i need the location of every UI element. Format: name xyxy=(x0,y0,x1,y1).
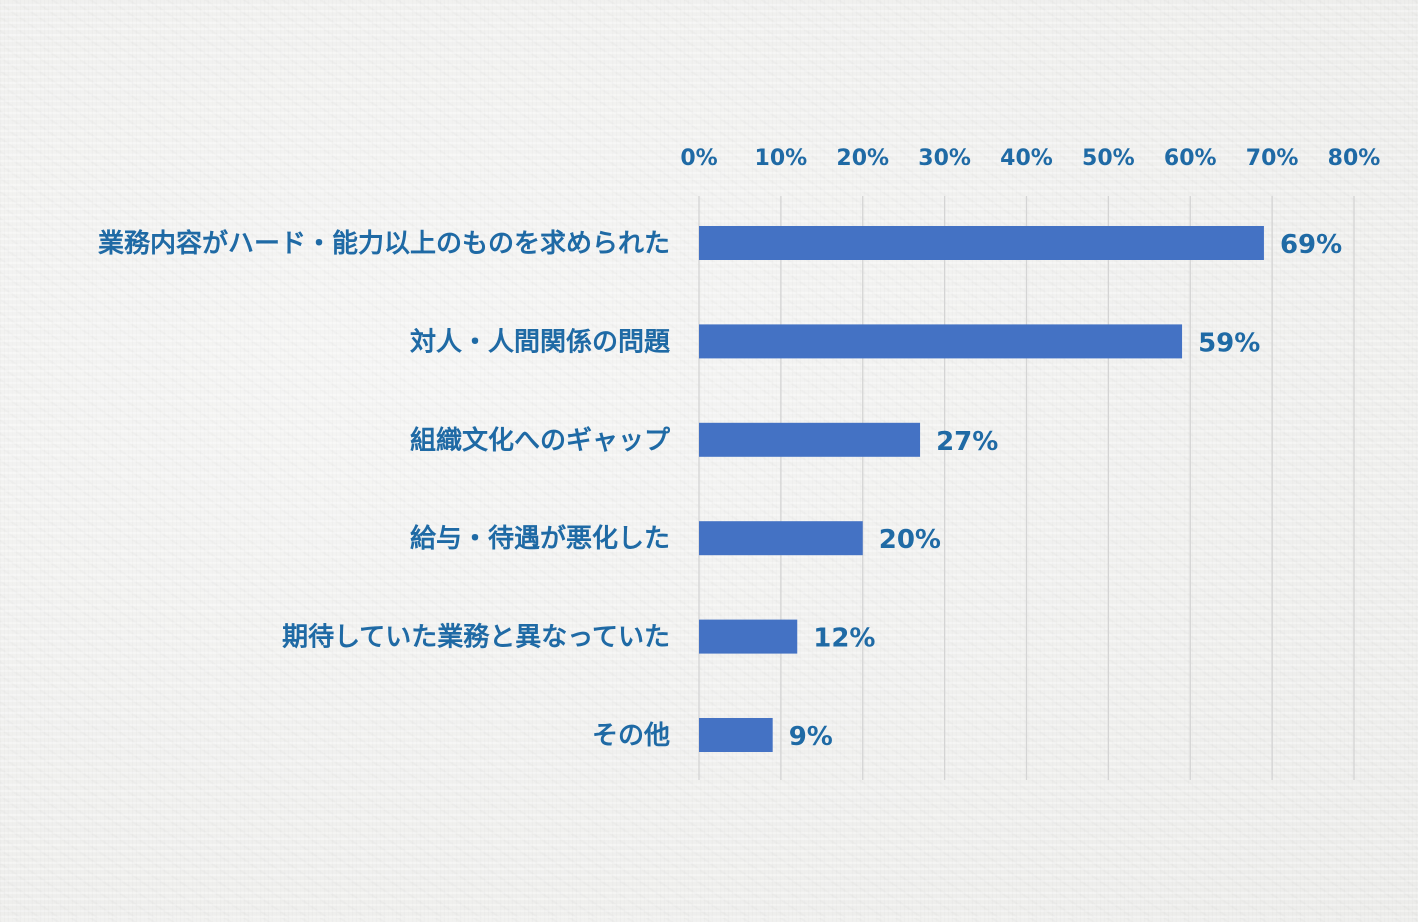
data-label: 12% xyxy=(813,624,875,654)
category-label: 組織文化へのギャップ xyxy=(410,425,671,456)
x-tick-label: 10% xyxy=(755,146,808,171)
bar-2 xyxy=(699,422,921,457)
bar-4 xyxy=(699,619,798,654)
x-tick-label: 60% xyxy=(1164,146,1217,171)
x-tick-label: 80% xyxy=(1328,146,1381,171)
x-tick-label: 20% xyxy=(836,146,889,171)
category-label: その他 xyxy=(592,721,670,751)
data-label: 27% xyxy=(936,427,998,457)
data-label: 59% xyxy=(1198,328,1260,358)
bar-0 xyxy=(699,226,1264,260)
x-tick-label: 30% xyxy=(918,146,971,171)
x-tick-label: 50% xyxy=(1082,146,1135,171)
category-labels: 業務内容がハード・能力以上のものを求められた対人・人間関係の問題組織文化へのギャ… xyxy=(98,228,671,751)
x-tick-label: 40% xyxy=(1000,146,1053,171)
data-label: 9% xyxy=(789,722,833,752)
category-label: 期待していた業務と異なっていた xyxy=(282,623,670,653)
x-tick-label: 70% xyxy=(1246,146,1299,171)
category-label: 対人・人間関係の問題 xyxy=(410,327,671,357)
bar-5 xyxy=(699,718,773,752)
bars xyxy=(699,226,1264,752)
x-axis-ticks: 0% 10% 20% 30% 40% 50% 60% 70% 80% xyxy=(680,146,1380,171)
bar-3 xyxy=(699,521,863,556)
value-labels: 69% 59% 27% 20% 12% 9% xyxy=(789,230,1342,752)
category-label: 業務内容がハード・能力以上のものを求められた xyxy=(98,228,670,259)
data-label: 20% xyxy=(879,525,941,555)
gridlines xyxy=(698,196,1355,780)
bar-1 xyxy=(699,324,1183,359)
category-label: 給与・待遇が悪化した xyxy=(410,523,670,554)
x-tick-label: 0% xyxy=(680,146,717,171)
data-label: 69% xyxy=(1280,230,1342,260)
